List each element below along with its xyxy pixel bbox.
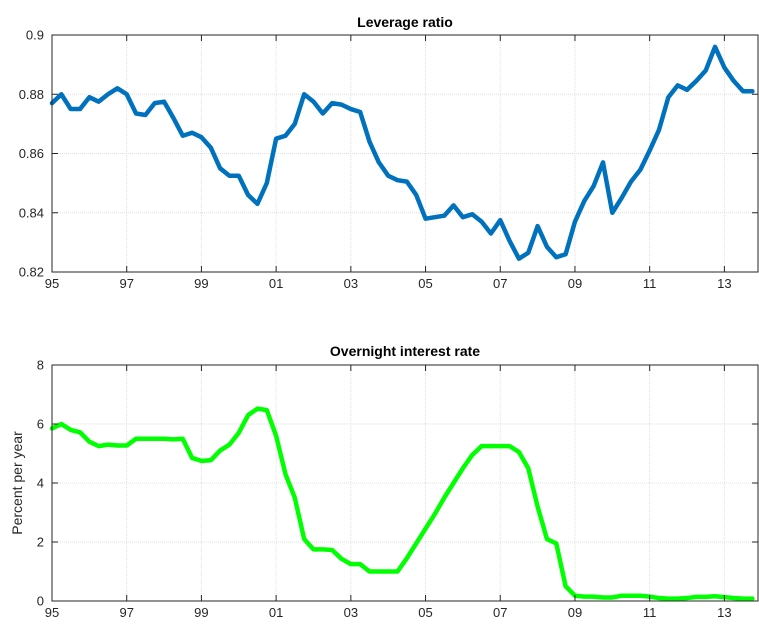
overnight-interest-rate-xtick-label: 95	[45, 605, 59, 620]
overnight-interest-rate-xtick-label: 13	[717, 605, 731, 620]
overnight-interest-rate-ytick-label: 6	[37, 417, 44, 432]
overnight-interest-rate-title: Overnight interest rate	[330, 343, 480, 359]
overnight-interest-rate-ytick-label: 0	[37, 594, 44, 609]
overnight-interest-rate-ytick-label: 2	[37, 535, 44, 550]
leverage-ratio-title: Leverage ratio	[357, 14, 453, 30]
leverage-ratio-line	[49, 44, 755, 261]
leverage-ratio-xtick-label: 03	[344, 276, 358, 291]
leverage-ratio-xtick-label: 09	[568, 276, 582, 291]
leverage-ratio-chart: 95 97 99 01 03 05 07 09 11 130.820.840.860.880.9 …	[19, 14, 759, 291]
overnight-interest-rate-xtick-label: 03	[344, 605, 358, 620]
leverage-ratio-ytick-label: 0.84	[19, 205, 44, 220]
overnight-interest-rate-xtick-label: 07	[493, 605, 507, 620]
overnight-interest-rate-ytick-label: 4	[37, 476, 44, 491]
overnight-interest-rate-chart: 95 97 99 01 03 05 07 09 11 13 0 2 4 6 8 Overnight inte…	[9, 343, 759, 620]
overnight-interest-rate-xtick-label: 05	[418, 605, 432, 620]
leverage-ratio-xtick-label: 11	[643, 276, 657, 291]
leverage-ratio-xtick-label: 05	[418, 276, 432, 291]
overnight-interest-rate-ylabel: Percent per year	[9, 431, 25, 535]
leverage-ratio-xtick-label: 01	[269, 276, 283, 291]
overnight-interest-rate-xtick-label: 01	[269, 605, 283, 620]
overnight-interest-rate-line	[49, 406, 755, 601]
overnight-interest-rate-ytick-label: 8	[37, 358, 44, 373]
leverage-ratio-ytick-label: 0.86	[19, 146, 44, 161]
overnight-interest-rate-xtick-label: 99	[194, 605, 208, 620]
leverage-ratio-xtick-label: 95	[45, 276, 59, 291]
leverage-ratio-ytick-label: 0.88	[19, 87, 44, 102]
overnight-interest-rate-xtick-label: 11	[643, 605, 657, 620]
leverage-ratio-xtick-label: 07	[493, 276, 507, 291]
leverage-ratio-xtick-label: 13	[717, 276, 731, 291]
leverage-ratio-xtick-label: 97	[119, 276, 133, 291]
leverage-ratio-ytick-label: 0.9	[26, 28, 44, 43]
overnight-interest-rate-xtick-label: 97	[119, 605, 133, 620]
overnight-interest-rate-xtick-label: 09	[568, 605, 582, 620]
leverage-ratio-ytick-label: 0.82	[19, 265, 44, 280]
leverage-ratio-xtick-label: 99	[194, 276, 208, 291]
